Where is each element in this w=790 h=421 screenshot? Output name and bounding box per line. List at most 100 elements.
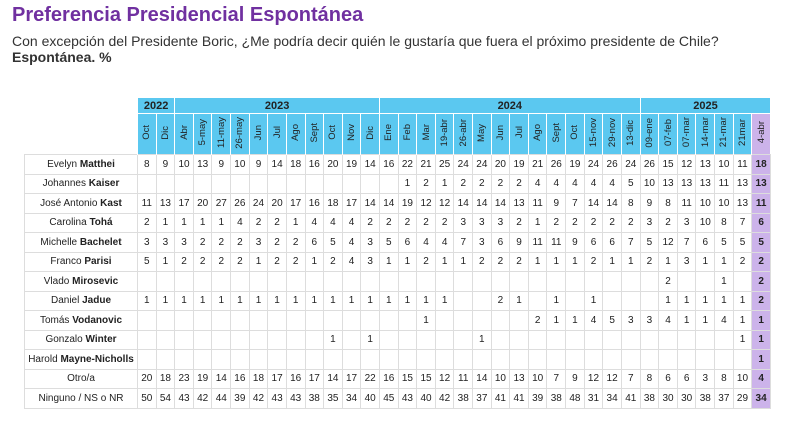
cell: 9 <box>155 154 176 175</box>
cell: 7 <box>565 193 585 214</box>
cell <box>509 329 529 350</box>
cell: 17 <box>267 368 287 389</box>
cell <box>602 349 622 370</box>
cell: 1 <box>192 212 213 233</box>
cell: 1 <box>527 251 548 272</box>
cell: 1 <box>472 329 492 350</box>
cell: 1 <box>695 251 716 272</box>
month-label: 26-may <box>234 116 246 149</box>
cell: 1 <box>546 290 567 311</box>
cell: 17 <box>285 193 306 214</box>
month-header: 14-mar <box>695 113 715 155</box>
cell <box>174 349 194 370</box>
cell: 13 <box>695 154 716 175</box>
cell <box>695 329 716 350</box>
row: Vlado Mirosevic 2 1 2 <box>24 271 771 292</box>
cell: 5 <box>620 173 641 194</box>
month-header: Dic <box>360 113 380 155</box>
cell: 41 <box>509 388 529 409</box>
first-name: Carolina <box>49 217 87 229</box>
cell: 4 <box>565 173 585 194</box>
cell: 37 <box>714 388 734 409</box>
month-header: Ene <box>378 113 399 155</box>
title: Preferencia Presidencial Espontánea <box>12 4 364 26</box>
cell: 2 <box>285 232 306 253</box>
month-label: Mar <box>420 124 432 141</box>
last-name: Matthei <box>79 158 115 170</box>
cell: 13 <box>192 154 213 175</box>
cell: 20 <box>192 193 213 214</box>
month-header: 5-may <box>192 113 212 155</box>
cell <box>397 349 418 370</box>
cell: 42 <box>248 388 269 409</box>
cell <box>285 329 306 350</box>
subtitle: Con excepción del Presidente Boric, ¿Me … <box>12 33 719 49</box>
cell: 24 <box>248 193 269 214</box>
month-label: 14-mar <box>699 117 711 148</box>
corner <box>25 114 138 155</box>
cell: 1 <box>304 251 325 272</box>
cell: 48 <box>565 388 585 409</box>
cell <box>416 271 436 292</box>
cell: 1 <box>434 290 455 311</box>
cell: 11 <box>453 368 474 389</box>
month-header: 15-nov <box>583 113 603 155</box>
cell: 1 <box>546 251 567 272</box>
cell: 10 <box>714 154 734 175</box>
cell: 9 <box>546 193 567 214</box>
row: Daniel Jadue 1 1 1 1 1 1 1 1 1 1 1 1 1 1 1 1 1 2 1 1 1 1 1 1 1 1 2 <box>24 290 771 311</box>
first-name: Franco <box>50 256 82 268</box>
cell: 43 <box>285 388 306 409</box>
cell <box>397 329 418 350</box>
row-label: Gonzalo Winter <box>24 329 138 350</box>
cell: 8 <box>137 154 157 175</box>
cell <box>620 290 641 311</box>
cell: 30 <box>676 388 697 409</box>
cell: 11 <box>546 232 567 253</box>
cell: 43 <box>397 388 418 409</box>
cell: 42 <box>192 388 213 409</box>
cell <box>583 349 604 370</box>
cell: 38 <box>695 388 716 409</box>
cell <box>267 329 287 350</box>
cell: 41 <box>490 388 511 409</box>
cell: 13 <box>732 193 753 214</box>
cell: 3 <box>472 212 492 233</box>
cell: 1 <box>267 290 287 311</box>
cell: 8 <box>658 193 678 214</box>
cell: 10 <box>490 368 511 389</box>
cell: 20 <box>267 193 287 214</box>
cell: 2 <box>509 251 529 272</box>
month-header: Nov <box>341 113 361 155</box>
cell: 3 <box>695 368 716 389</box>
cell: 6 <box>602 232 622 253</box>
cell <box>155 310 176 331</box>
cell <box>341 329 362 350</box>
cell <box>453 310 474 331</box>
cell: 7 <box>620 232 641 253</box>
cell: 14 <box>378 193 399 214</box>
cell <box>472 290 492 311</box>
cell: 2 <box>583 212 604 233</box>
row: Johannes Kaiser 1 2 1 2 2 2 2 4 4 4 4 4 5 10 13 13 13 11 13… <box>24 173 771 194</box>
month-header: 19-abr <box>434 113 454 155</box>
cell: 2 <box>732 251 753 272</box>
cell <box>285 349 306 370</box>
cell: 14 <box>490 193 511 214</box>
cell: 13 <box>751 173 771 194</box>
month-label: Oct <box>569 125 581 140</box>
row-label: Franco Parisi <box>24 251 138 272</box>
month-label: 07-feb <box>662 119 674 146</box>
cell <box>416 349 436 370</box>
cell <box>639 349 660 370</box>
cell: 9 <box>565 232 585 253</box>
cell <box>174 310 194 331</box>
cell: 24 <box>472 154 492 175</box>
cell <box>230 349 250 370</box>
cell: 23 <box>174 368 194 389</box>
cell <box>248 310 269 331</box>
year-header: 2025 <box>639 98 771 114</box>
cell: 45 <box>378 388 399 409</box>
cell: 50 <box>137 388 157 409</box>
cell: 10 <box>732 368 753 389</box>
